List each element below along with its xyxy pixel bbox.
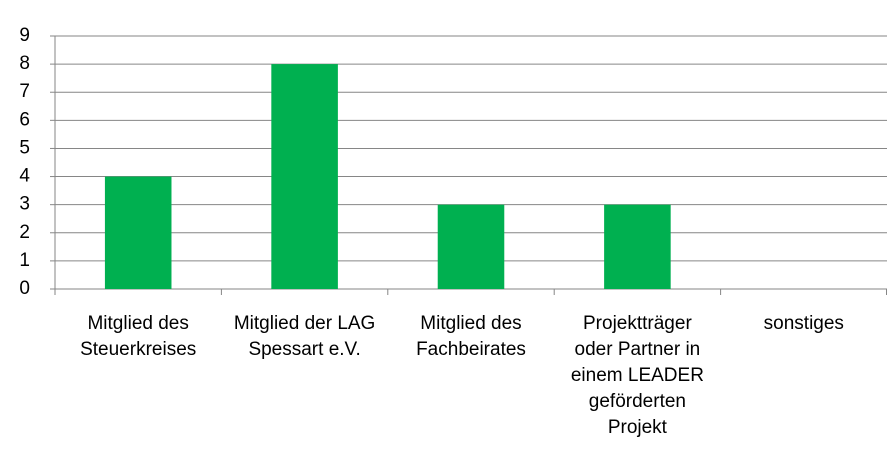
bar xyxy=(104,176,172,289)
x-tick-label: Projektträger oder Partner in einem LEAD… xyxy=(570,313,704,438)
y-tick-label: 6 xyxy=(19,109,30,130)
y-tick-label: 5 xyxy=(19,137,30,158)
y-tick-label: 8 xyxy=(19,53,30,74)
x-tick-label: sonstiges xyxy=(763,313,844,334)
y-tick-label: 7 xyxy=(19,81,30,102)
bar xyxy=(604,204,671,289)
y-tick-label: 9 xyxy=(19,25,30,46)
y-tick-label: 1 xyxy=(19,250,30,271)
x-tick-label: Mitglied des Fachbeirates xyxy=(416,313,526,360)
y-tick-label: 0 xyxy=(19,278,30,299)
x-tick-label: Mitglied des Steuerkreises xyxy=(80,313,197,360)
bar xyxy=(271,64,338,289)
y-tick-label: 3 xyxy=(19,194,30,215)
bar xyxy=(437,204,505,289)
y-tick-label: 2 xyxy=(19,222,30,243)
x-tick-label: Mitglied der LAG Spessart e.V. xyxy=(233,313,376,360)
y-tick-label: 4 xyxy=(19,166,30,187)
